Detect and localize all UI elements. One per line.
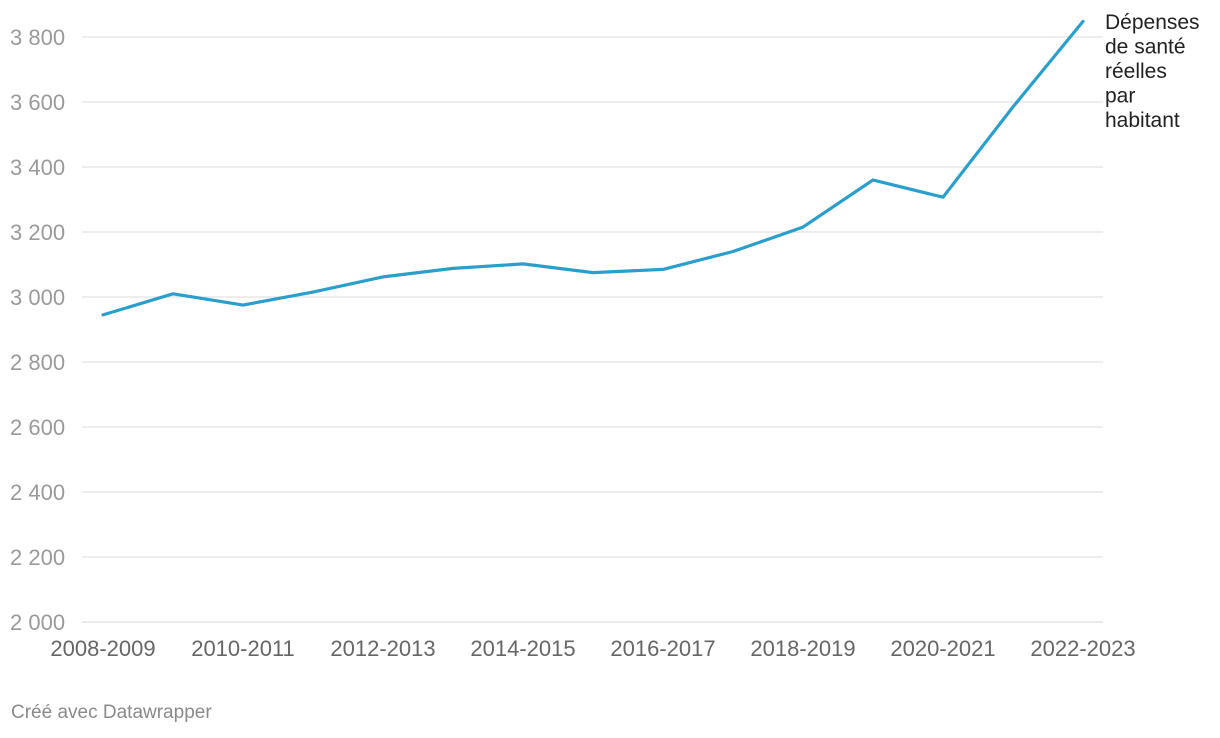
x-tick-label: 2008-2009 — [50, 636, 155, 661]
y-tick-label: 2 200 — [10, 545, 65, 570]
y-axis-tick-labels: 2 000 2 200 2 400 2 600 2 800 3 000 3 200 3 400… — [10, 25, 65, 635]
x-tick-label: 2016-2017 — [610, 636, 715, 661]
series-labels: Dépenses de santé réelles par habitant — [1105, 11, 1200, 132]
y-tick-label: 3 400 — [10, 155, 65, 180]
y-tick-label: 3 800 — [10, 25, 65, 50]
x-tick-label: 2014-2015 — [470, 636, 575, 661]
line-chart: 2 000 2 200 2 400 2 600 2 800 3 000 3 200 3 400… — [10, 11, 1200, 661]
x-axis-tick-labels: 2008-2009 2010-2011 2012-2013 2014-2015 2016… — [50, 636, 1135, 661]
series-line — [101, 19, 1085, 317]
series-lines — [101, 19, 1085, 317]
x-tick-label: 2018-2019 — [750, 636, 855, 661]
x-tick-label: 2020-2021 — [890, 636, 995, 661]
y-tick-label: 2 000 — [10, 610, 65, 635]
x-tick-label: 2012-2013 — [330, 636, 435, 661]
series-end-label: Dépenses de santé réelles par habitant — [1105, 11, 1200, 132]
x-tick-label: 2010-2011 — [191, 636, 295, 661]
y-tick-label: 3 200 — [10, 220, 65, 245]
y-tick-label: 3 000 — [10, 285, 65, 310]
y-tick-label: 2 400 — [10, 480, 65, 505]
y-tick-label: 2 600 — [10, 415, 65, 440]
y-tick-label: 3 600 — [10, 90, 65, 115]
gridlines — [82, 36, 1103, 623]
x-tick-label: 2022-2023 — [1030, 636, 1135, 661]
footer-credit: Créé avec Datawrapper — [11, 702, 212, 723]
y-tick-label: 2 800 — [10, 350, 65, 375]
